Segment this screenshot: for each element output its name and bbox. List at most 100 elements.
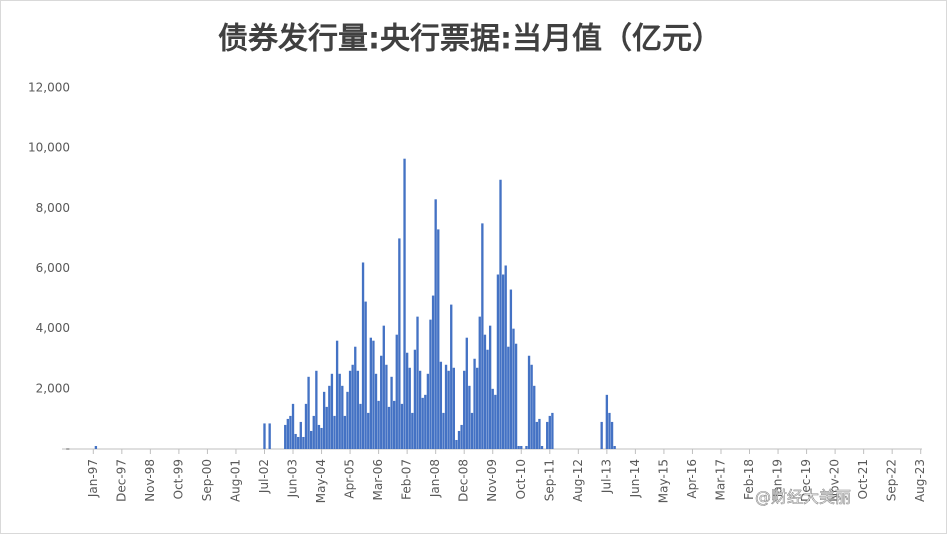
bar xyxy=(413,349,417,449)
bar xyxy=(335,340,339,449)
bar xyxy=(546,421,549,449)
x-tick-label: Jan-97 xyxy=(86,459,100,498)
x-tick-label: Dec-97 xyxy=(114,459,128,502)
bar xyxy=(400,403,404,449)
bar xyxy=(538,418,541,449)
bar xyxy=(393,400,396,449)
x-tick-label: Aug-12 xyxy=(571,459,585,502)
bar xyxy=(437,229,440,449)
x-tick-label: Jun-03 xyxy=(286,459,300,498)
bar xyxy=(304,403,308,449)
bar xyxy=(483,334,487,449)
bar xyxy=(408,367,411,449)
bar xyxy=(551,412,554,449)
bar xyxy=(424,394,427,449)
x-tick-label: May-15 xyxy=(656,459,670,503)
x-tick-label: Dec-08 xyxy=(457,459,471,502)
bar xyxy=(398,238,401,449)
bar xyxy=(284,424,287,449)
bar xyxy=(361,262,365,449)
x-tick-label: Jan-19 xyxy=(771,459,785,498)
bar xyxy=(387,406,391,449)
bar xyxy=(463,370,466,449)
bar xyxy=(328,385,331,449)
bar xyxy=(509,289,513,449)
bar xyxy=(364,301,367,449)
watermark: @财经大美丽 xyxy=(755,488,851,507)
bar xyxy=(403,158,406,449)
bar xyxy=(330,373,334,449)
bar xyxy=(613,445,616,449)
bar xyxy=(476,367,479,449)
bar xyxy=(517,445,520,449)
bar xyxy=(512,328,515,449)
bar xyxy=(491,388,494,449)
bar xyxy=(426,373,430,449)
bar xyxy=(351,364,354,449)
bar xyxy=(354,346,357,449)
bar xyxy=(548,415,551,449)
bar xyxy=(530,364,533,449)
x-tick-label: Oct-10 xyxy=(514,459,528,499)
bar xyxy=(382,325,385,449)
bar xyxy=(470,412,474,449)
bar xyxy=(501,274,505,449)
bar xyxy=(374,373,378,449)
x-tick-label: Aug-01 xyxy=(228,459,242,502)
bar xyxy=(488,325,492,449)
x-tick-label: Sep-00 xyxy=(200,459,214,501)
bar xyxy=(473,358,476,449)
bar xyxy=(608,412,611,449)
bar xyxy=(481,223,484,449)
bar xyxy=(540,445,544,449)
bar xyxy=(527,355,531,449)
chart-title: 债券发行量:央行票据:当月值（亿元） xyxy=(218,22,722,57)
y-tick-label: 10,000 xyxy=(28,141,70,155)
bar xyxy=(312,415,315,449)
x-tick-label: Jul-02 xyxy=(257,459,271,494)
bar xyxy=(325,406,328,449)
bar xyxy=(457,430,461,449)
bar xyxy=(431,295,435,449)
bar xyxy=(504,265,507,449)
bar xyxy=(294,433,297,449)
x-tick-label: Jun-14 xyxy=(628,459,642,498)
bar xyxy=(442,412,445,449)
bar xyxy=(297,436,300,449)
bar xyxy=(405,352,409,449)
bar xyxy=(380,355,383,449)
bar xyxy=(343,415,347,449)
bar xyxy=(525,445,528,449)
x-tick-label: Sep-22 xyxy=(885,459,899,501)
bar xyxy=(478,316,481,449)
x-tick-label: Jul-13 xyxy=(599,459,613,494)
bar xyxy=(385,364,388,449)
bar xyxy=(421,397,424,449)
bar xyxy=(356,370,360,449)
bar xyxy=(369,337,372,449)
bar xyxy=(450,304,453,449)
bar xyxy=(348,370,352,449)
x-tick-label: Apr-05 xyxy=(343,459,357,499)
bar xyxy=(322,391,326,449)
bar xyxy=(317,424,321,449)
y-tick-label: 2,000 xyxy=(36,381,70,395)
y-tick-label: 4,000 xyxy=(36,321,70,335)
bar xyxy=(455,439,458,449)
bar xyxy=(439,361,443,449)
bar xyxy=(468,385,471,449)
bar xyxy=(605,394,609,449)
x-tick-label: Oct-99 xyxy=(171,459,185,499)
bar xyxy=(411,412,414,449)
bar xyxy=(291,403,295,449)
bar xyxy=(507,346,510,449)
bar xyxy=(307,376,310,449)
bar xyxy=(486,349,489,449)
bar xyxy=(496,274,500,449)
bar xyxy=(341,385,344,449)
x-tick-label: Feb-18 xyxy=(742,459,756,500)
bar xyxy=(268,423,271,449)
bar xyxy=(600,421,603,449)
